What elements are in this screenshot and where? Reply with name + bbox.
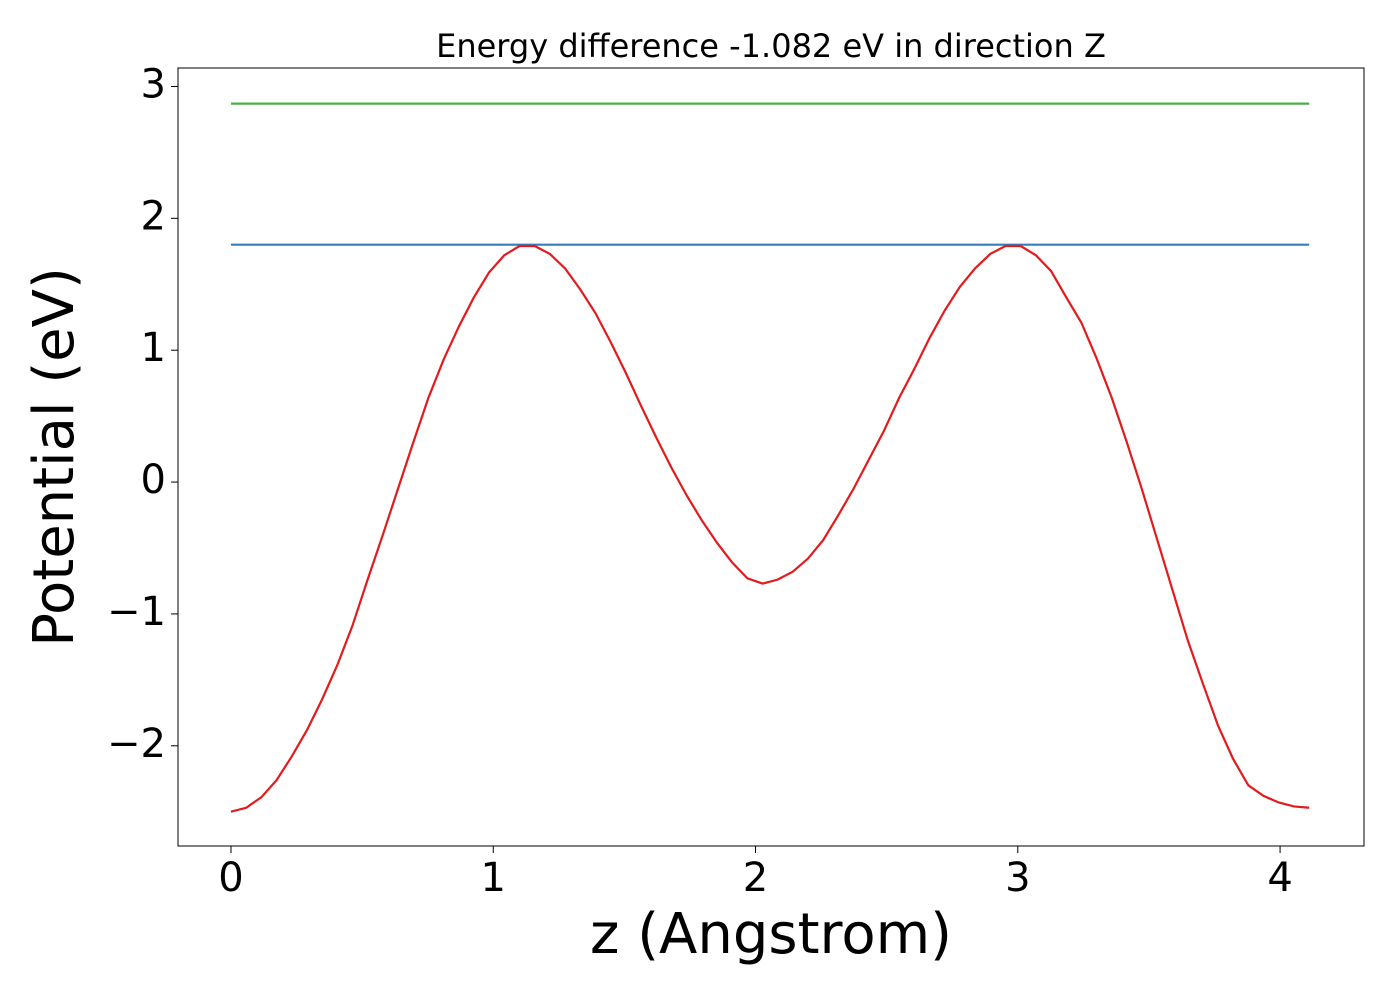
y-tick-label: 3 — [141, 61, 166, 107]
x-tick-label: 3 — [1005, 855, 1030, 901]
x-tick-label: 2 — [743, 855, 768, 901]
plot-frame — [177, 67, 1365, 847]
y-tick-label: −2 — [107, 721, 166, 767]
series-line — [230, 244, 1310, 813]
y-tick-label: 2 — [141, 193, 166, 239]
y-tick-label: 0 — [141, 457, 166, 503]
y-tick-label: 1 — [141, 325, 166, 371]
x-tick-label: 4 — [1267, 855, 1292, 901]
chart-title: Energy difference -1.082 eV in direction… — [436, 27, 1106, 65]
x-tick-label: 0 — [218, 855, 243, 901]
y-tick-label: −1 — [107, 589, 166, 635]
x-axis-label: z (Angstrom) — [590, 902, 952, 967]
x-tick-label: 1 — [481, 855, 506, 901]
y-axis-label: Potential (eV) — [22, 267, 87, 647]
